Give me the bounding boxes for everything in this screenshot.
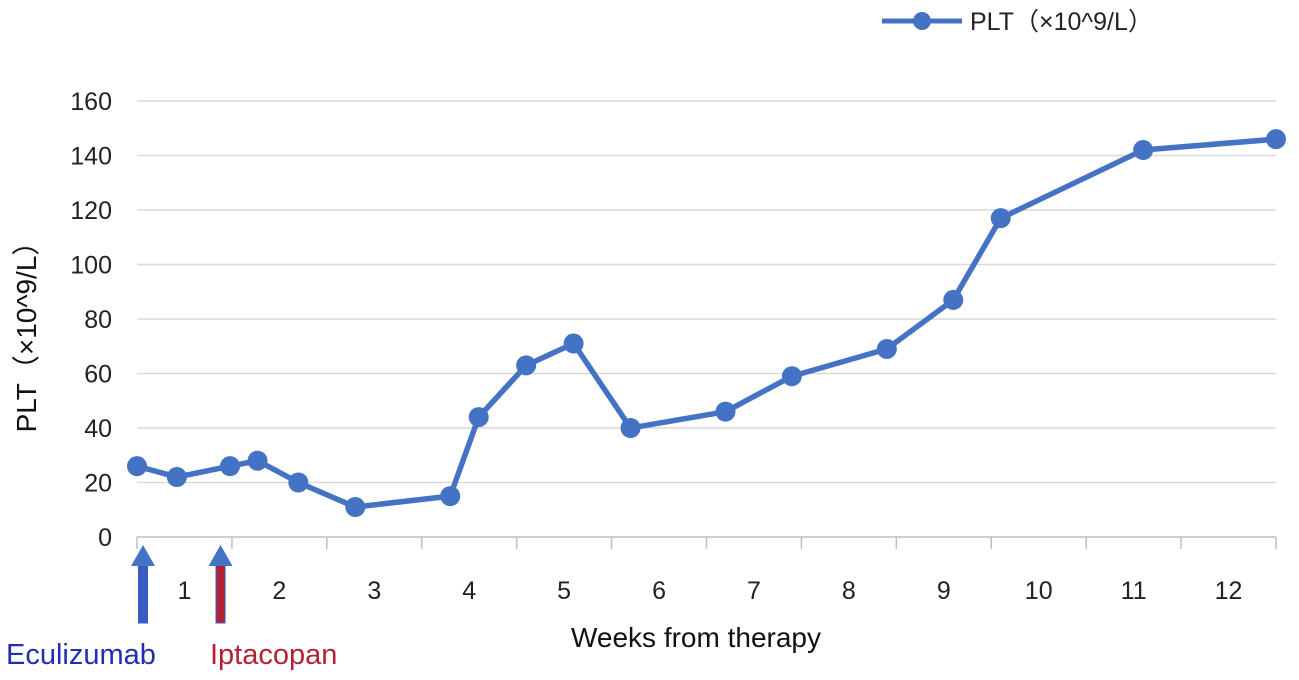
y-tick-label: 160 xyxy=(70,88,112,116)
gridlines xyxy=(137,100,1276,484)
y-tick-label: 0 xyxy=(98,524,112,552)
arrow-shaft xyxy=(215,562,226,624)
data-point xyxy=(943,289,964,310)
axes xyxy=(136,536,1277,549)
x-tick-label: 3 xyxy=(367,577,381,605)
x-tick-label: 8 xyxy=(842,577,856,605)
data-point xyxy=(220,456,241,477)
data-point xyxy=(620,418,641,438)
y-tick-label: 100 xyxy=(70,252,112,280)
data-point xyxy=(563,333,584,354)
data-point xyxy=(345,497,366,518)
data-point xyxy=(440,486,461,507)
legend: PLT（×10^9/L） xyxy=(882,8,1153,36)
data-point xyxy=(876,338,897,359)
legend-marker xyxy=(913,12,931,30)
x-tick-label: 6 xyxy=(652,577,666,605)
data-point xyxy=(288,472,309,493)
x-tick-label: 10 xyxy=(1025,577,1053,605)
arrow-shaft xyxy=(138,562,148,624)
y-tick-label: 20 xyxy=(84,470,112,498)
x-tick-label: 4 xyxy=(462,577,476,605)
legend-label: PLT（×10^9/L） xyxy=(970,8,1153,36)
data-point xyxy=(990,208,1011,229)
y-tick-label: 80 xyxy=(84,306,112,334)
x-tick-label: 12 xyxy=(1215,577,1243,605)
x-tick-label: 1 xyxy=(178,577,192,605)
data-point xyxy=(516,355,537,376)
data-point xyxy=(247,450,268,471)
y-tick-label: 40 xyxy=(84,415,112,443)
series-line xyxy=(134,136,1279,510)
data-point xyxy=(127,456,147,477)
y-axis-title: PLT（×10^9/L） xyxy=(11,228,42,433)
annotation-eculizumab: Eculizumab xyxy=(6,545,156,671)
y-tick-labels: 0 20 40 60 80 100 120 140 160 xyxy=(70,88,112,552)
annotation-label: Iptacopan xyxy=(210,639,337,671)
y-tick-label: 140 xyxy=(70,143,112,171)
data-point xyxy=(166,467,187,488)
x-tick-label: 5 xyxy=(557,577,571,605)
x-tick-label: 9 xyxy=(937,577,951,605)
data-point xyxy=(715,401,736,422)
x-tick-labels: 1 2 3 4 5 6 7 8 9 10 11 12 xyxy=(178,577,1243,605)
data-point xyxy=(1133,140,1154,161)
x-tick-label: 7 xyxy=(747,577,761,605)
arrow-head-icon xyxy=(208,545,233,566)
arrow-head-icon xyxy=(131,545,155,566)
data-point xyxy=(468,407,489,428)
x-tick-label: 2 xyxy=(272,577,286,605)
data-point xyxy=(781,366,802,387)
series-plt xyxy=(127,129,1286,518)
data-point xyxy=(1266,129,1286,150)
x-tick-label: 11 xyxy=(1121,577,1147,605)
treatment-annotations: Eculizumab Iptacopan xyxy=(6,545,337,671)
annotation-iptacopan: Iptacopan xyxy=(208,545,337,671)
x-axis-title: Weeks from therapy xyxy=(571,622,821,653)
y-tick-label: 120 xyxy=(70,197,112,225)
annotation-label: Eculizumab xyxy=(6,639,156,671)
y-tick-label: 60 xyxy=(84,361,112,389)
